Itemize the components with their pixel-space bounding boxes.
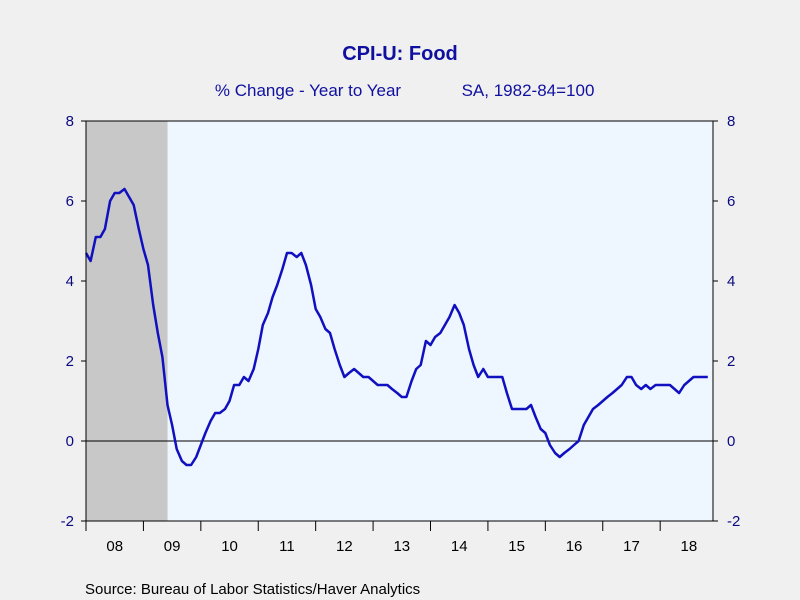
x-tick-label: 12	[336, 538, 353, 555]
y-tick-label-right: 4	[727, 273, 735, 290]
y-axis-right: -2 0 2 4 6 8	[713, 113, 740, 530]
plot-frame	[85, 120, 714, 522]
y-tick-label-left: 2	[66, 353, 74, 370]
y-tick-label-left: -2	[61, 513, 74, 530]
y-tick-label-left: 8	[66, 113, 74, 130]
source-note: Source: Bureau of Labor Statistics/Haver…	[85, 581, 420, 598]
x-tick-label: 17	[623, 538, 640, 555]
y-tick-label-left: 0	[66, 433, 74, 450]
y-tick-label-right: 0	[727, 433, 735, 450]
x-tick-label: 16	[566, 538, 583, 555]
y-tick-label-left: 4	[66, 273, 74, 290]
recession-shading	[86, 121, 168, 521]
x-tick-label: 08	[106, 538, 123, 555]
y-tick-label-right: -2	[727, 513, 740, 530]
chart-subtitle-note: SA, 1982-84=100	[462, 81, 595, 100]
plot-area	[86, 121, 713, 521]
x-tick-label: 14	[451, 538, 468, 555]
x-tick-label: 13	[393, 538, 410, 555]
y-axis-left: -2 0 2 4 6 8	[61, 113, 86, 530]
series-line-cpi-food	[84, 187, 708, 467]
y-tick-label-right: 8	[727, 113, 735, 130]
x-tick-label: 15	[508, 538, 525, 555]
x-tick-label: 11	[279, 538, 295, 555]
x-tick-label: 10	[221, 538, 238, 555]
y-tick-label-right: 2	[727, 353, 735, 370]
y-tick-label-right: 6	[727, 193, 735, 210]
chart-title: CPI-U: Food	[342, 43, 458, 65]
x-tick-label: 18	[681, 538, 698, 555]
chart-subtitle: % Change - Year to Year	[215, 81, 402, 100]
y-tick-label-left: 6	[66, 193, 74, 210]
x-tick-label: 09	[164, 538, 181, 555]
x-axis: 08 09 10 11 12 13 14 15 16 17 18	[85, 521, 698, 555]
